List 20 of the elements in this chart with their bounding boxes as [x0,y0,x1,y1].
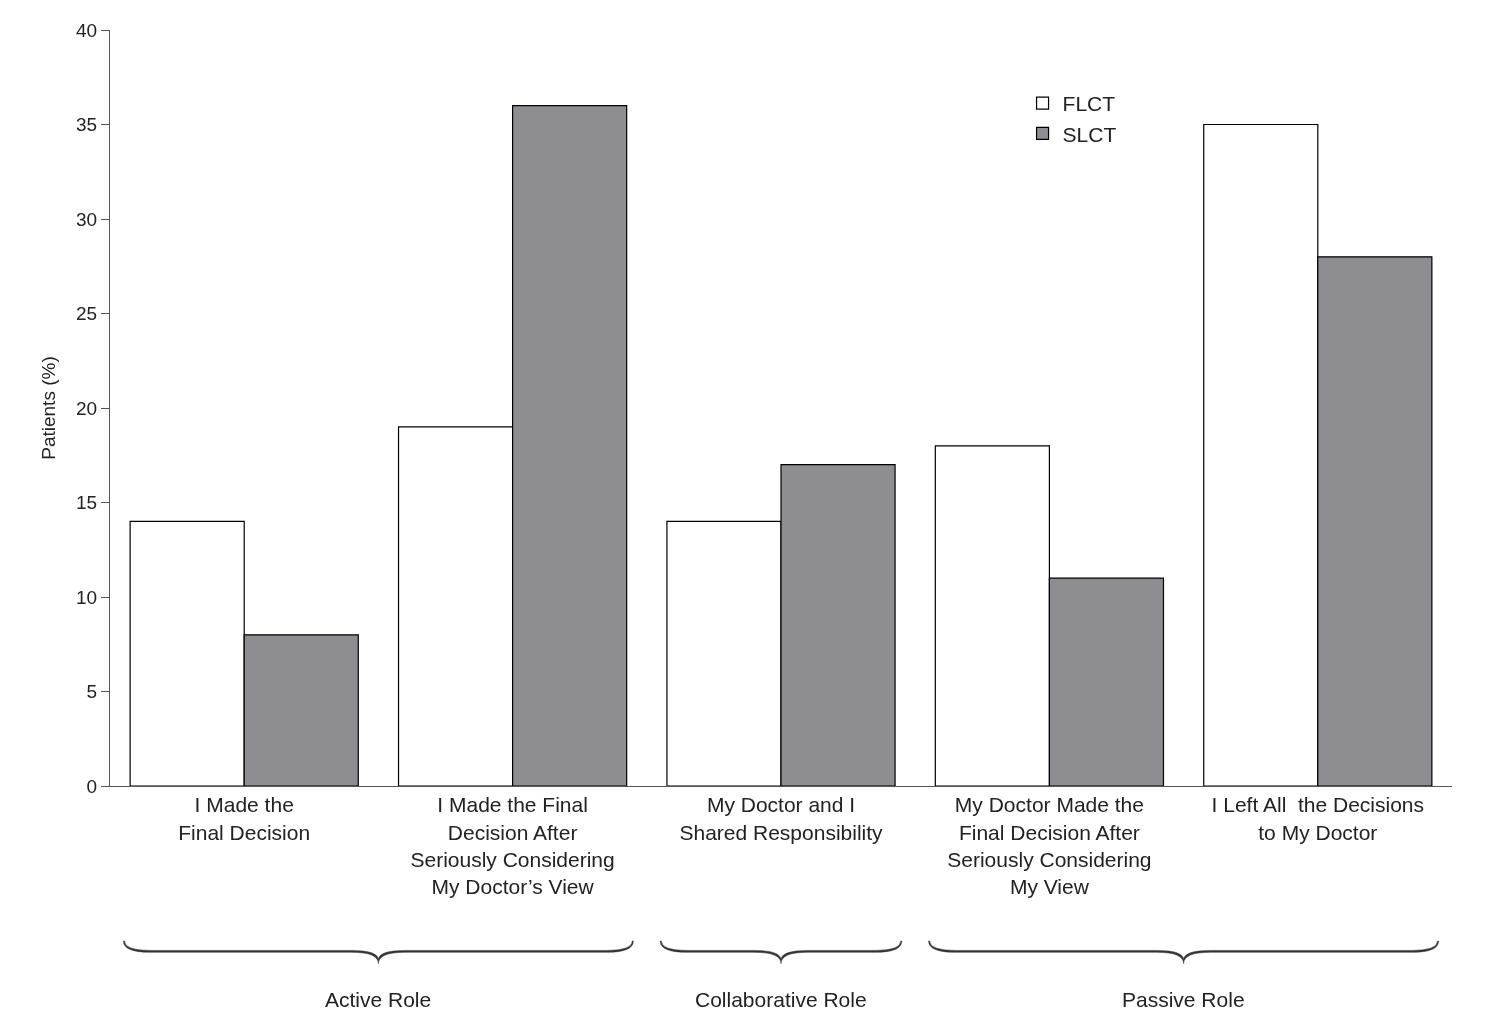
x-tick-label: I Made the Final Decision After Seriously Considering My Doctor’s View [410,793,615,899]
y-tick-label: 35 [76,114,98,136]
x-tick-label: My Doctor and I Shared Responsibility [679,793,884,844]
x-tick-label: I Left All the Decisions to My Doctor [1211,793,1425,844]
y-tick-label: 10 [76,586,98,608]
text: Passive Role [1122,988,1245,1011]
x-tick-label: My Doctor Made the Final Decision After Seriously Considering My View [947,793,1152,899]
y-tick-label: 20 [76,397,98,419]
y-axis-title: Patients (%) [37,356,59,460]
y-tick-label: 30 [76,208,98,230]
y-tick-label: 40 [76,19,98,41]
y-tick-label: 0 [86,775,98,797]
text: Active Role [325,988,432,1011]
legend-label: SLCT [1062,122,1117,146]
x-tick-label: I Made the Final Decision [178,793,311,844]
text: Collaborative Role [695,988,867,1011]
y-tick-label: 15 [76,492,98,514]
legend-label: FLCT [1062,92,1116,116]
y-tick-label: 5 [86,681,98,703]
y-tick-label: 25 [76,303,98,325]
